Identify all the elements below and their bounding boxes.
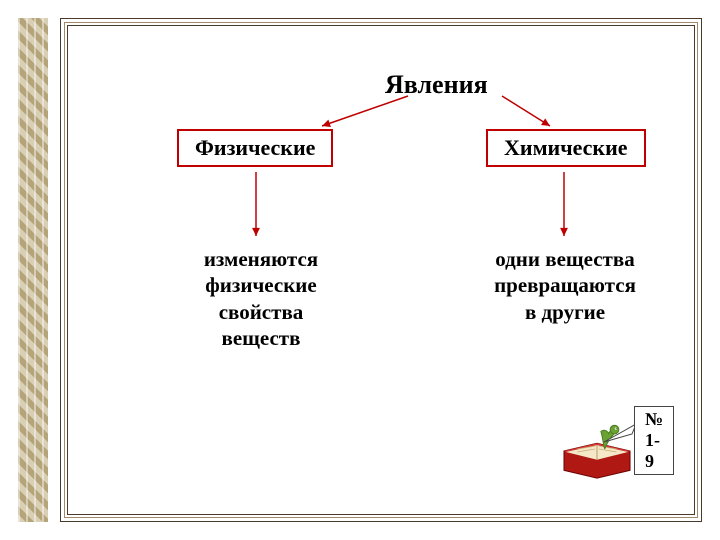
slide-canvas: Явления Физические Химические изменяются…	[0, 0, 720, 540]
task-number-label: № 1-9	[634, 406, 674, 475]
arrow-title-to-chemical	[490, 84, 562, 138]
arrow-physical-to-desc	[244, 160, 268, 248]
arrow-title-to-physical	[310, 84, 420, 138]
diagram-content: Явления Физические Химические изменяются…	[60, 18, 702, 522]
decorative-rope-strip	[18, 18, 48, 522]
desc-physical: изменяются физические свойства веществ	[176, 246, 346, 351]
decorative-frame: Явления Физические Химические изменяются…	[60, 18, 702, 522]
desc-chemical: одни вещества превращаются в другие	[465, 246, 665, 325]
arrow-chemical-to-desc	[552, 160, 576, 248]
